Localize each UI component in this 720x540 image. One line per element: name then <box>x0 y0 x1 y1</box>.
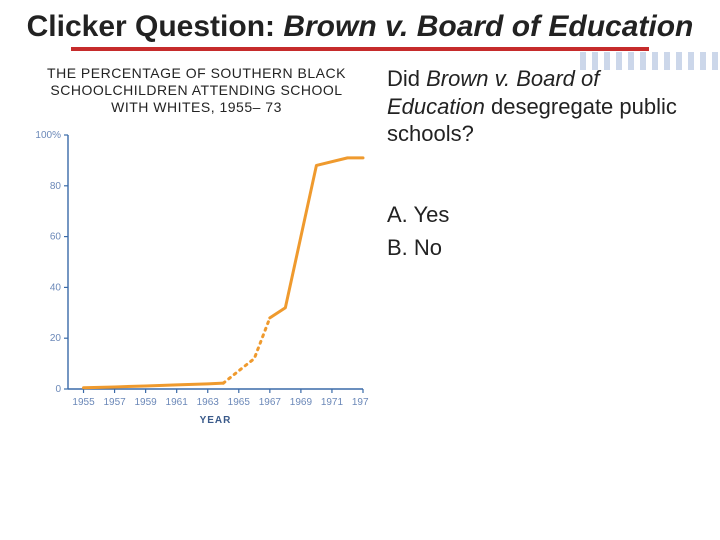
svg-text:1973: 1973 <box>352 397 369 408</box>
svg-text:1961: 1961 <box>166 397 189 408</box>
left-column: THE PERCENTAGE OF SOUTHERN BLACK SCHOOLC… <box>24 65 369 433</box>
svg-text:80: 80 <box>50 181 62 192</box>
title-italic: Brown v. Board of Education <box>283 10 693 43</box>
body-row: THE PERCENTAGE OF SOUTHERN BLACK SCHOOLC… <box>24 65 696 485</box>
slide: Clicker Question: Brown v. Board of Educ… <box>0 0 720 540</box>
svg-text:1969: 1969 <box>290 397 313 408</box>
svg-text:1957: 1957 <box>103 397 126 408</box>
answer-b[interactable]: B. No <box>387 231 696 264</box>
chart-caption: THE PERCENTAGE OF SOUTHERN BLACK SCHOOLC… <box>30 65 363 115</box>
svg-text:60: 60 <box>50 232 62 243</box>
title-prefix: Clicker Question: <box>27 10 284 43</box>
svg-text:1967: 1967 <box>259 397 282 408</box>
svg-text:0: 0 <box>55 384 61 395</box>
chart-caption-line3: WITH WHITES, 1955– 73 <box>30 99 363 116</box>
svg-text:1963: 1963 <box>197 397 220 408</box>
title-rule <box>71 47 649 51</box>
decorative-stripes <box>580 52 720 70</box>
chart: 0 20 40 60 80 100% 1955 1957 1959 1961 1963 1965 196… <box>24 123 369 433</box>
svg-text:40: 40 <box>50 283 62 294</box>
chart-caption-line1: THE PERCENTAGE OF SOUTHERN BLACK <box>30 65 363 82</box>
answers: A. Yes B. No <box>387 198 696 264</box>
svg-text:100%: 100% <box>35 130 61 141</box>
svg-text:20: 20 <box>50 334 62 345</box>
svg-text:1971: 1971 <box>321 397 344 408</box>
question-text: Did Brown v. Board of Education desegreg… <box>387 65 696 148</box>
question-prefix: Did <box>387 66 426 91</box>
chart-svg: 0 20 40 60 80 100% 1955 1957 1959 1961 1963 1965 196… <box>24 123 369 433</box>
svg-text:1959: 1959 <box>135 397 158 408</box>
right-column: Did Brown v. Board of Education desegreg… <box>379 65 696 264</box>
svg-text:1965: 1965 <box>228 397 251 408</box>
svg-text:1955: 1955 <box>72 397 95 408</box>
answer-a[interactable]: A. Yes <box>387 198 696 231</box>
chart-caption-line2: SCHOOLCHILDREN ATTENDING SCHOOL <box>30 82 363 99</box>
title-wrap: Clicker Question: Brown v. Board of Educ… <box>24 10 696 51</box>
svg-text:YEAR: YEAR <box>200 415 232 426</box>
slide-title: Clicker Question: Brown v. Board of Educ… <box>24 10 696 43</box>
